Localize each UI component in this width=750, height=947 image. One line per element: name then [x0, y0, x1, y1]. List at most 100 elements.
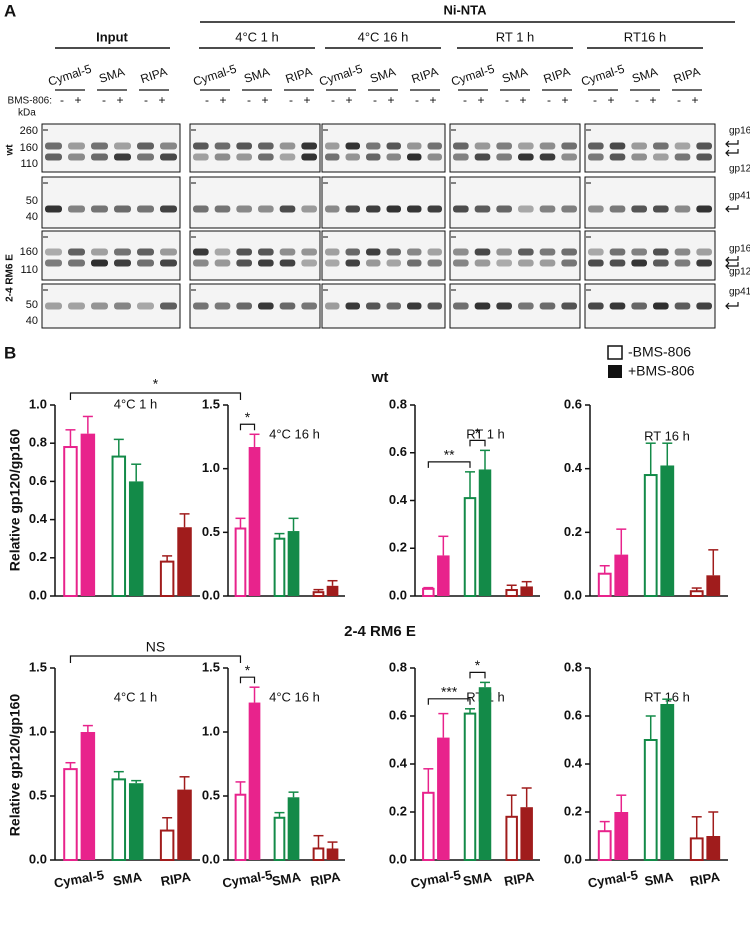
detergent-label: SMA [368, 65, 397, 86]
bms-label: BMS-806: [8, 96, 52, 107]
mw-marker: 40 [26, 315, 38, 327]
detergent-label: Cymal-5 [579, 62, 626, 89]
blot-band [386, 153, 401, 161]
blot-band [407, 153, 422, 161]
blot-band [539, 142, 556, 150]
blot-band [160, 302, 177, 310]
blot-band [653, 205, 669, 213]
blot-band [236, 205, 252, 213]
blot-band [279, 302, 296, 310]
blot-band [45, 153, 62, 161]
detergent-label: RIPA [139, 64, 169, 86]
blot [41, 230, 181, 281]
blot-band [236, 302, 252, 310]
blot-band [588, 259, 604, 267]
y-tick-label: 0.2 [389, 803, 407, 818]
gp120-label: gp120 [729, 164, 750, 175]
blot-band [496, 153, 512, 161]
y-tick-label: 0.0 [29, 587, 47, 602]
blot-band [653, 248, 669, 256]
blot-band [160, 142, 177, 150]
blot [189, 123, 321, 173]
bar [706, 575, 721, 596]
blot-band [236, 153, 252, 161]
blot-band [258, 205, 274, 213]
bar [478, 687, 492, 860]
blot-band [518, 302, 534, 310]
kda-label: kDa [18, 108, 36, 119]
blot [189, 283, 321, 329]
gp160-label: gp160 [729, 126, 750, 137]
blot-band [258, 248, 274, 256]
blot-band [561, 205, 577, 213]
y-tick-label: 1.0 [202, 723, 220, 738]
blot-band [279, 259, 296, 267]
blot-band [453, 153, 469, 161]
blot-band [674, 248, 691, 256]
chart-title: 4°C 16 h [269, 426, 320, 441]
detergent-label: SMA [242, 65, 271, 86]
y-tick-label: 1.5 [202, 659, 220, 674]
detergent-label: SMA [500, 65, 529, 86]
blot-band [91, 248, 108, 256]
blot-band [68, 153, 85, 161]
blot-band [653, 302, 669, 310]
blot-band [301, 259, 317, 267]
y-tick-label: 0.0 [564, 851, 582, 866]
bar [643, 739, 658, 861]
y-tick-label: 0.0 [202, 587, 220, 602]
bms-sign: + [561, 93, 568, 107]
blot-band [114, 259, 131, 267]
bar [437, 555, 450, 596]
bar [287, 797, 300, 860]
bar [159, 829, 175, 861]
y-tick-label: 0.4 [389, 755, 408, 770]
blot-band [474, 153, 491, 161]
blot-band [160, 153, 177, 161]
blot-band [539, 302, 556, 310]
gp120-label: gp120 [729, 267, 750, 278]
bms-sign: - [102, 93, 106, 107]
blot-band [386, 302, 401, 310]
blot-band [114, 302, 131, 310]
x-tick-label: SMA [462, 869, 494, 889]
condition-header: 4°C 1 h [235, 29, 279, 44]
chart-title: RT 1 h [466, 426, 505, 441]
x-tick-label: RIPA [503, 869, 536, 889]
blot-band [427, 142, 442, 150]
y-tick-label: 0.5 [202, 787, 220, 802]
blot-band [588, 142, 604, 150]
blot [41, 123, 181, 173]
blot-band [325, 302, 340, 310]
bms-sign: + [219, 93, 226, 107]
blot-band [114, 142, 131, 150]
blot-band [609, 142, 626, 150]
significance-bracket [427, 461, 471, 468]
blot-band [561, 153, 577, 161]
blot-band [193, 248, 209, 256]
blot-band [674, 302, 691, 310]
y-tick-label: 0.4 [29, 511, 48, 526]
significance-label: * [245, 662, 251, 678]
blot-band [301, 248, 317, 256]
bms-sign: - [415, 93, 419, 107]
bms-sign: + [429, 93, 436, 107]
bar [597, 830, 612, 862]
bar [287, 531, 300, 596]
blot-band [631, 153, 647, 161]
blot-band [474, 142, 491, 150]
bar [111, 778, 127, 861]
blot-band [345, 205, 360, 213]
y-tick-label: 0.0 [389, 587, 407, 602]
blot-band [407, 248, 422, 256]
blot-band [193, 302, 209, 310]
y-tick-label: 0.2 [29, 549, 47, 564]
blot-band [258, 153, 274, 161]
bar [520, 586, 533, 596]
bms-sign: + [649, 93, 656, 107]
blot-band [427, 205, 442, 213]
significance-label: * [475, 425, 481, 441]
bar [312, 847, 325, 861]
blot-band [518, 142, 534, 150]
blot-band [696, 302, 712, 310]
